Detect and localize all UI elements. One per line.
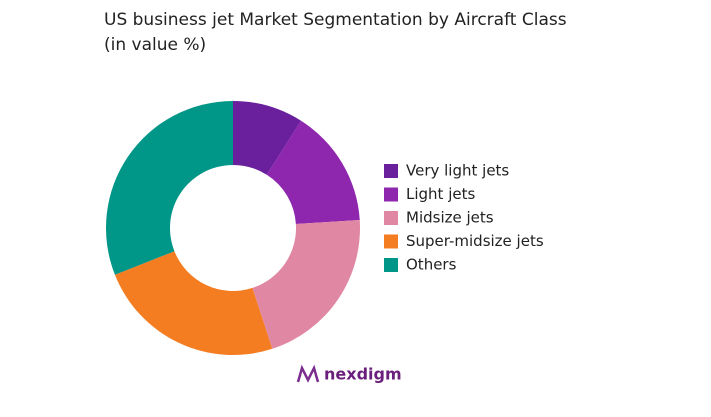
- legend-swatch: [384, 234, 398, 249]
- donut-segment: [252, 220, 360, 349]
- legend-swatch: [384, 164, 398, 178]
- legend-label: Midsize jets: [406, 209, 494, 227]
- legend-label: Very light jets: [406, 162, 509, 180]
- chart-title: US business jet Market Segmentation by A…: [104, 10, 567, 30]
- legend-label: Super-midsize jets: [406, 232, 544, 250]
- donut-segment: [114, 251, 273, 355]
- donut-segment: [266, 120, 360, 225]
- legend-swatch: [384, 187, 398, 202]
- legend-label: Light jets: [406, 185, 475, 203]
- legend-label: Others: [406, 256, 457, 274]
- logo-icon: [296, 364, 320, 383]
- legend-swatch: [384, 211, 398, 225]
- legend-swatch: [384, 258, 398, 272]
- donut-segment: [233, 101, 302, 175]
- chart-subtitle: (in value %): [104, 35, 206, 55]
- logo-text: nexdigm: [324, 365, 402, 384]
- logo: nexdigm: [296, 364, 402, 384]
- donut-segment: [106, 101, 233, 275]
